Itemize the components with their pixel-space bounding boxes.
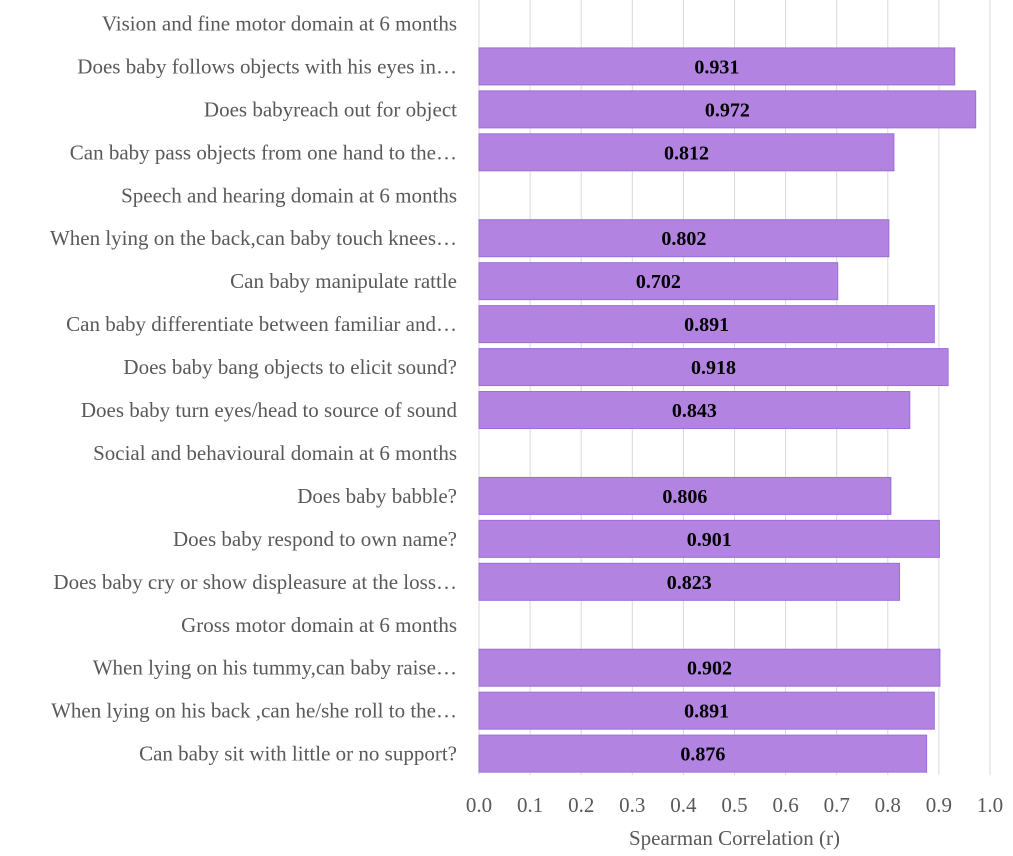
bar <box>478 734 928 773</box>
data-label: 0.843 <box>672 400 717 422</box>
category-label: Speech and hearing domain at 6 months <box>121 183 457 207</box>
category-label: Does baby turn eyes/head to source of so… <box>81 398 458 422</box>
x-tick-label: 0.8 <box>875 793 901 817</box>
x-tick-label: 0.5 <box>721 793 747 817</box>
bar <box>478 262 839 301</box>
data-label: 0.806 <box>662 486 707 508</box>
category-label: Can baby manipulate rattle <box>230 269 457 293</box>
x-tick-label: 0.2 <box>568 793 594 817</box>
gridlines <box>478 0 991 776</box>
data-label: 0.891 <box>684 701 729 723</box>
data-label: 0.918 <box>691 357 736 379</box>
x-tick-label: 0.3 <box>619 793 645 817</box>
data-label: 0.702 <box>636 271 681 293</box>
data-label: 0.812 <box>664 142 709 164</box>
category-label: Can baby pass objects from one hand to t… <box>70 140 457 164</box>
bar <box>478 391 911 430</box>
data-label: 0.823 <box>667 572 712 594</box>
x-tick-label: 0.6 <box>772 793 798 817</box>
bar <box>478 219 890 258</box>
x-tick-label: 0.1 <box>517 793 543 817</box>
bar <box>478 476 892 515</box>
x-tick-label: 0.9 <box>926 793 952 817</box>
x-axis-ticks: 0.0 0.1 0.2 0.3 0.4 0.5 0.6 0.7 0.8 0.9 1.0 <box>466 793 1003 817</box>
bar <box>478 305 935 344</box>
category-label: Does baby bang objects to elicit sound? <box>123 355 457 379</box>
category-label: Does baby babble? <box>297 484 457 508</box>
bars: 0.9310.9720.8120.8020.7020.8910.9180.843… <box>478 47 977 773</box>
data-label: 0.972 <box>705 99 750 121</box>
bar <box>478 562 901 601</box>
x-tick-label: 1.0 <box>977 793 1003 817</box>
x-axis-title: Spearman Correlation (r) <box>629 826 840 850</box>
data-label: 0.931 <box>694 56 739 78</box>
bar <box>478 133 895 172</box>
category-labels: Vision and fine motor domain at 6 months… <box>50 11 458 765</box>
category-label: When lying on his tummy,can baby raise… <box>93 656 457 680</box>
bar <box>478 348 949 387</box>
data-label: 0.876 <box>680 744 725 766</box>
x-tick-label: 0.4 <box>670 793 697 817</box>
bar <box>478 519 940 558</box>
category-label: Vision and fine motor domain at 6 months <box>102 11 457 35</box>
category-label: Gross motor domain at 6 months <box>181 613 457 637</box>
bar <box>478 691 935 730</box>
category-label: Does baby respond to own name? <box>173 527 457 551</box>
category-label: Can baby sit with little or no support? <box>139 742 457 766</box>
data-label: 0.901 <box>687 529 732 551</box>
category-label: When lying on the back,can baby touch kn… <box>50 226 457 250</box>
data-label: 0.802 <box>661 228 706 250</box>
data-label: 0.891 <box>684 314 729 336</box>
data-label: 0.902 <box>687 658 732 680</box>
category-label: When lying on his back ,can he/she roll … <box>51 699 457 723</box>
category-label: Does baby cry or show displeasure at the… <box>53 570 457 594</box>
x-tick-label: 0.7 <box>824 793 850 817</box>
category-label: Does baby follows objects with his eyes … <box>77 54 457 78</box>
bar <box>478 90 977 129</box>
bar <box>478 47 956 86</box>
category-label: Does babyreach out for object <box>204 97 457 121</box>
x-tick-label: 0.0 <box>466 793 492 817</box>
bar <box>478 648 941 687</box>
category-label: Social and behavioural domain at 6 month… <box>93 441 457 465</box>
category-label: Can baby differentiate between familiar … <box>66 312 457 336</box>
